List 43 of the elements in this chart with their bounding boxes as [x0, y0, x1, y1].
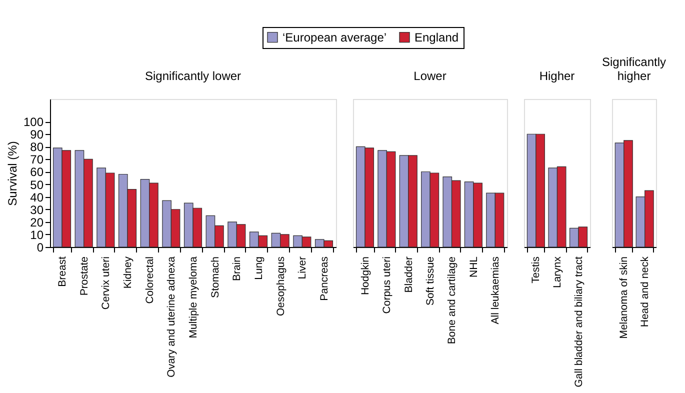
chart-title: Significantly higher: [602, 55, 666, 83]
x-tick-label: NHL: [468, 256, 480, 278]
y-tick-label: 30: [30, 202, 44, 217]
x-tick-label: Breast: [56, 256, 69, 287]
x-tick-label: Larynx: [552, 256, 564, 288]
x-tick-label: Kidney: [122, 256, 134, 289]
y-tick-label: 0: [36, 240, 44, 254]
y-tick-label: 70: [30, 152, 44, 167]
x-tick-label: Hodgkin: [359, 256, 372, 296]
x-tick-label: Pancreas: [318, 256, 330, 301]
x-tick-label: Prostate: [78, 256, 90, 296]
y-axis-title: Survival (%): [5, 141, 20, 206]
x-tick-label: Melanoma of skin: [618, 256, 630, 339]
y-tick-label: 100: [23, 115, 44, 130]
x-tick-label: All leukaemias: [490, 256, 502, 324]
x-tick-label: Multiple myeloma: [188, 256, 200, 338]
y-tick-label: 60: [30, 165, 44, 180]
x-tick-label: Liver: [296, 256, 309, 280]
x-tick-label: Gall bladder and biliary tract: [572, 256, 585, 388]
x-tick-label: Head and neck: [638, 256, 651, 328]
x-tick-label: Soft tissue: [424, 256, 436, 306]
chart-title: Higher: [539, 69, 575, 83]
legend-label: ‘European average’: [282, 30, 387, 44]
y-tick-label: 50: [30, 178, 44, 192]
x-tick-label: Lung: [252, 256, 265, 280]
x-tick-label: Ovary and uterine adnexa: [166, 256, 178, 378]
x-tick-label: Testis: [530, 256, 542, 284]
legend-label: England: [414, 30, 459, 44]
y-tick-label: 20: [30, 215, 44, 230]
x-tick-label: Colorectal: [144, 256, 156, 304]
x-tick-label: Brain: [231, 256, 244, 282]
x-tick-label: Stomach: [209, 256, 222, 298]
y-tick-label: 90: [30, 128, 44, 142]
x-tick-label: Oesophagus: [274, 256, 287, 316]
x-tick-label: Corpus uteri: [381, 256, 394, 314]
x-tick-label: Cervix uteri: [100, 256, 112, 310]
y-tick-label: 80: [30, 140, 44, 154]
y-tick-label: 10: [30, 228, 44, 242]
chart-title: Significantly lower: [144, 69, 242, 83]
y-tick-label: 40: [30, 190, 44, 204]
x-tick-label: Bladder: [402, 256, 415, 293]
x-tick-label: Bone and cartilage: [446, 256, 458, 344]
chart-title: Lower: [414, 69, 446, 83]
